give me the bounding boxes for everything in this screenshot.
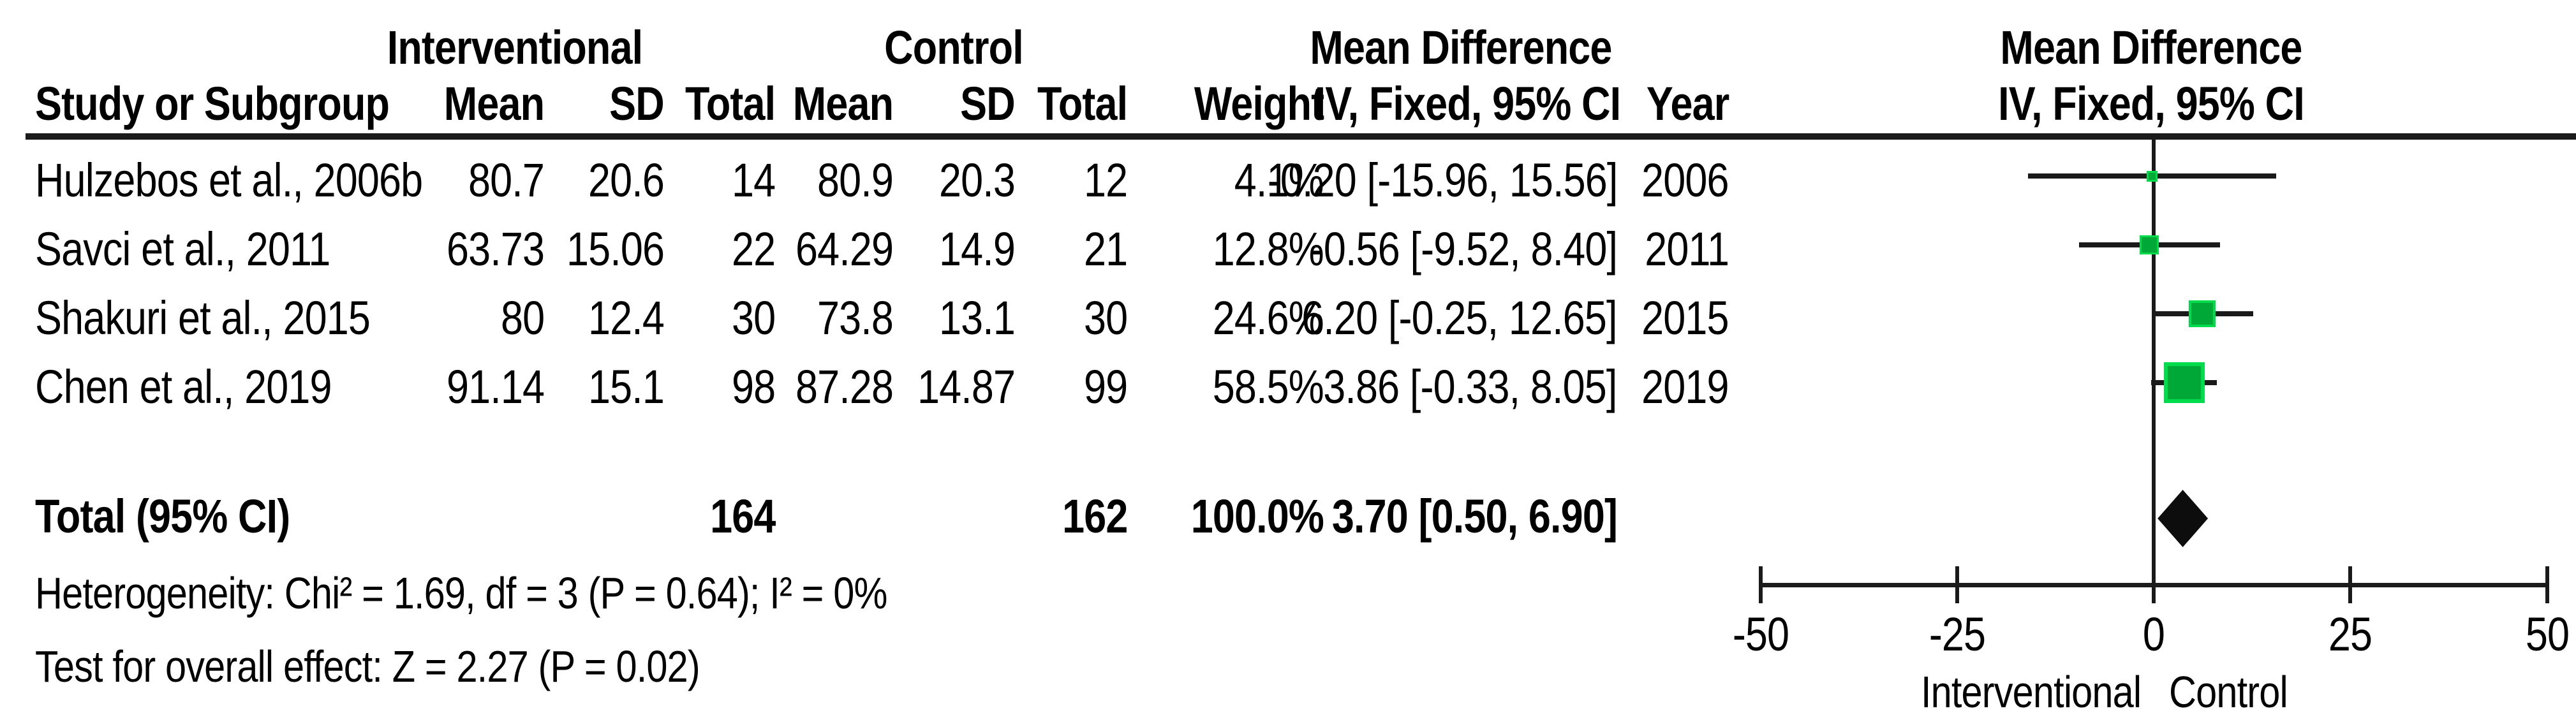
study-mean2: 80.9	[817, 154, 894, 207]
x-axis-tick	[2545, 566, 2549, 603]
col-header-mean2: Mean	[792, 77, 894, 130]
study-name: Hulzebos et al., 2006b	[35, 154, 423, 207]
col-header-total2: Total	[1037, 77, 1128, 130]
col-header-sd2: SD	[960, 77, 1016, 130]
study-year: 2019	[1641, 360, 1729, 413]
study-year: 2006	[1641, 154, 1729, 207]
heterogeneity-note: Heterogeneity: Chi² = 1.69, df = 3 (P = …	[35, 568, 887, 618]
study-sd1: 15.06	[566, 223, 665, 275]
study-total1: 14	[731, 154, 776, 207]
group1-header: Interventional	[387, 21, 643, 74]
study-weight: 12.8%	[1212, 223, 1324, 275]
overall-effect-note: Test for overall effect: Z = 2.27 (P = 0…	[35, 642, 700, 691]
study-sd2: 13.1	[938, 291, 1016, 344]
study-mean1: 63.73	[446, 223, 545, 275]
study-ci-text: -0.20 [-15.96, 15.56]	[1267, 154, 1618, 207]
study-mean1: 91.14	[446, 360, 545, 413]
study-total2: 21	[1083, 223, 1128, 275]
col-header-mean1: Mean	[443, 77, 545, 130]
total-row-total2: 162	[1062, 490, 1128, 543]
study-sd1: 15.1	[588, 360, 665, 413]
plot-effect-header: Mean Difference	[2000, 21, 2302, 74]
col-header-weight: Weight	[1194, 77, 1324, 130]
study-ci-text: 3.86 [-0.33, 8.05]	[1323, 360, 1618, 413]
col-header-total1: Total	[685, 77, 776, 130]
col-header-sd1: SD	[609, 77, 665, 130]
x-axis-tick	[1955, 566, 1959, 603]
study-mean2: 73.8	[817, 291, 894, 344]
x-axis-tick	[2152, 566, 2156, 603]
study-sd1: 20.6	[588, 154, 665, 207]
study-year: 2015	[1641, 291, 1729, 344]
study-weight: 4.1%	[1234, 154, 1324, 207]
study-ci-text: 6.20 [-0.25, 12.65]	[1301, 291, 1618, 344]
study-mean1: 80	[500, 291, 545, 344]
study-name: Shakuri et al., 2015	[35, 291, 371, 344]
study-weight: 24.6%	[1212, 291, 1324, 344]
total-row-label: Total (95% CI)	[35, 490, 290, 543]
plot-col-header-ci: IV, Fixed, 95% CI	[1998, 77, 2305, 130]
group2-header: Control	[884, 21, 1023, 74]
study-year: 2011	[1645, 223, 1729, 275]
x-axis-tick-label: -50	[1732, 608, 1789, 661]
col-header-year: Year	[1646, 77, 1729, 130]
x-axis-tick-label: -25	[1928, 608, 1986, 661]
study-name: Chen et al., 2019	[35, 360, 332, 413]
effect-header: Mean Difference	[1310, 21, 1612, 74]
x-axis-tick-label: 0	[2142, 608, 2165, 661]
study-total1: 98	[731, 360, 776, 413]
x-axis-tick	[2348, 566, 2353, 603]
study-sd2: 20.3	[938, 154, 1016, 207]
effect-square	[2147, 170, 2158, 182]
study-total2: 30	[1083, 291, 1128, 344]
study-sd1: 12.4	[588, 291, 665, 344]
study-mean2: 87.28	[795, 360, 894, 413]
study-mean2: 64.29	[795, 223, 894, 275]
total-row-weight: 100.0%	[1190, 490, 1324, 543]
pooled-diamond	[2158, 490, 2209, 547]
col-header-ci: IV, Fixed, 95% CI	[1314, 77, 1621, 130]
header-divider	[26, 133, 2576, 140]
col-header-study: Study or Subgroup	[35, 77, 390, 130]
total-row-ci: 3.70 [0.50, 6.90]	[1331, 490, 1618, 543]
axis-left-label: Interventional	[1920, 667, 2142, 717]
study-weight: 58.5%	[1212, 360, 1324, 413]
zero-effect-line	[2152, 140, 2156, 586]
study-ci-text: -0.56 [-9.52, 8.40]	[1310, 223, 1618, 275]
study-mean1: 80.7	[468, 154, 545, 207]
effect-square	[2140, 235, 2159, 254]
study-total1: 22	[731, 223, 776, 275]
study-total1: 30	[731, 291, 776, 344]
axis-right-label: Control	[2169, 667, 2288, 717]
x-axis-tick	[1758, 566, 1763, 603]
total-row-total1: 164	[709, 490, 776, 543]
study-sd2: 14.87	[917, 360, 1016, 413]
study-total2: 12	[1083, 154, 1128, 207]
x-axis-tick-label: 25	[2328, 608, 2372, 661]
effect-square	[2189, 300, 2216, 327]
x-axis-tick-label: 50	[2525, 608, 2569, 661]
study-sd2: 14.9	[938, 223, 1016, 275]
study-name: Savci et al., 2011	[35, 223, 330, 275]
effect-square	[2163, 362, 2205, 403]
study-total2: 99	[1083, 360, 1128, 413]
